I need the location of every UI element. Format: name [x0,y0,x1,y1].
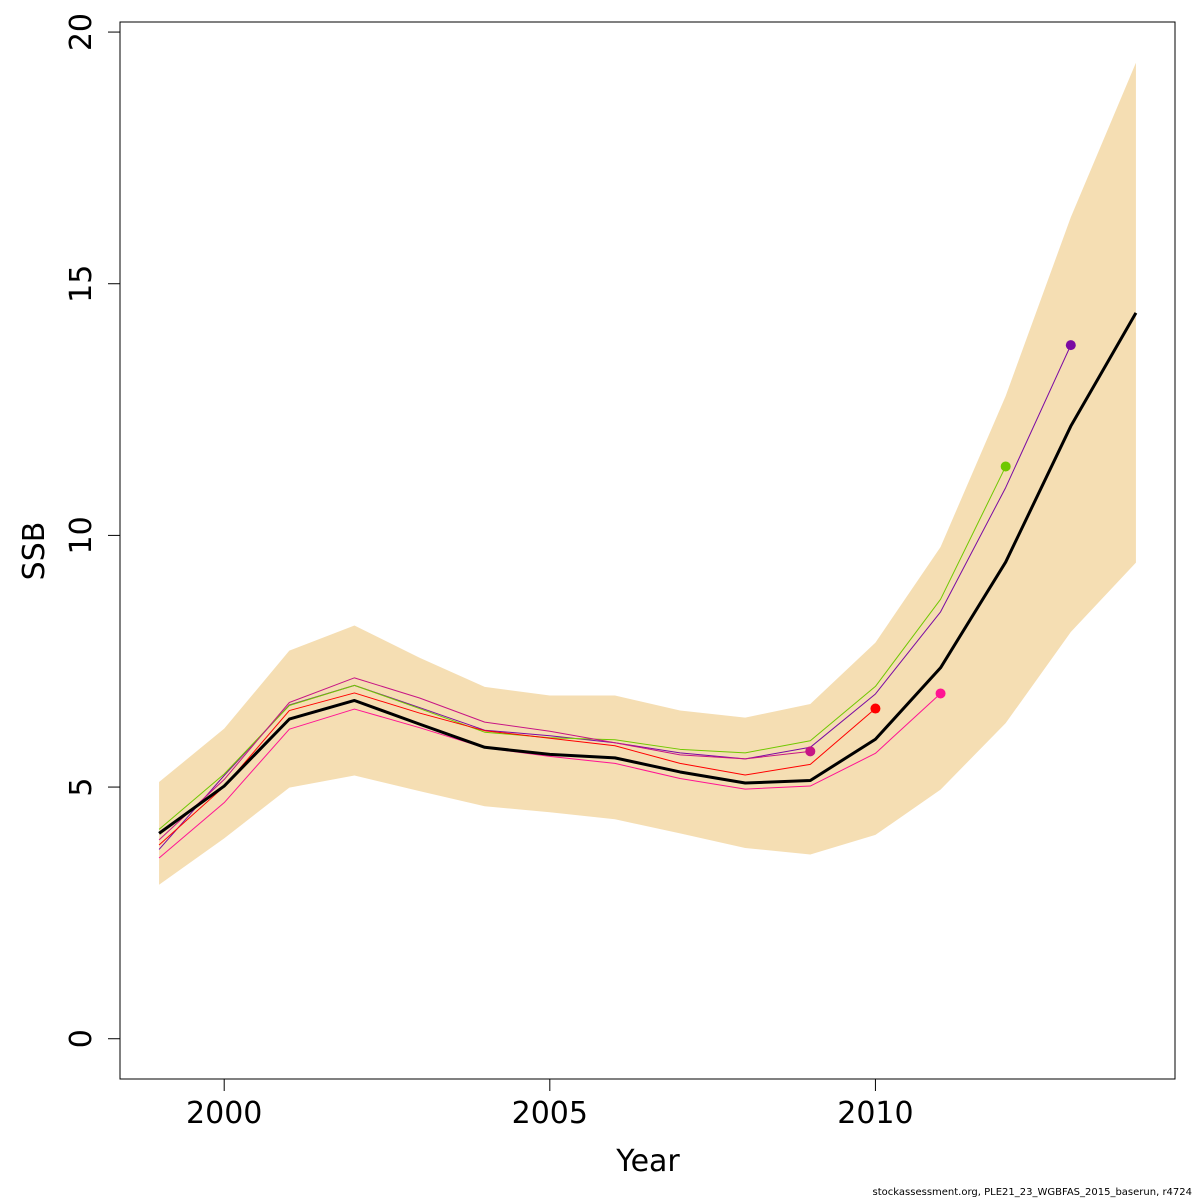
series-line-4 [158,692,876,846]
x-tick-label: 2005 [512,1096,588,1131]
series-line-0 [158,312,1138,835]
source-footnote: stockassessment.org, PLE21_23_WGBFAS_201… [872,1187,1192,1198]
x-tick-label: 2010 [837,1096,913,1131]
series-endpoint-5 [805,746,816,757]
y-tick-label: 20 [64,13,99,51]
y-tick-label: 5 [64,778,99,797]
endpoint-markers-layer [805,340,1076,757]
x-tick-label: 2000 [186,1096,262,1131]
series-line-3 [158,693,941,859]
confidence-band-layer [159,62,1136,885]
y-tick-label: 10 [64,516,99,554]
series-endpoint-3 [935,688,946,699]
series-line-2 [158,466,1007,830]
x-axis-title: Year [615,1144,680,1179]
series-endpoint-4 [870,703,881,714]
y-tick-label: 15 [64,265,99,303]
x-axis: 2000 2005 2010 [186,1078,914,1131]
confidence-band [159,62,1136,885]
y-axis: 0 5 10 15 20 [64,13,121,1048]
series-layer [158,312,1138,859]
y-tick-label: 0 [64,1029,99,1048]
series-endpoint-2 [1000,461,1011,472]
series-line-5 [158,677,811,841]
y-axis-title: SSB [17,522,52,581]
series-endpoint-1 [1065,340,1076,351]
